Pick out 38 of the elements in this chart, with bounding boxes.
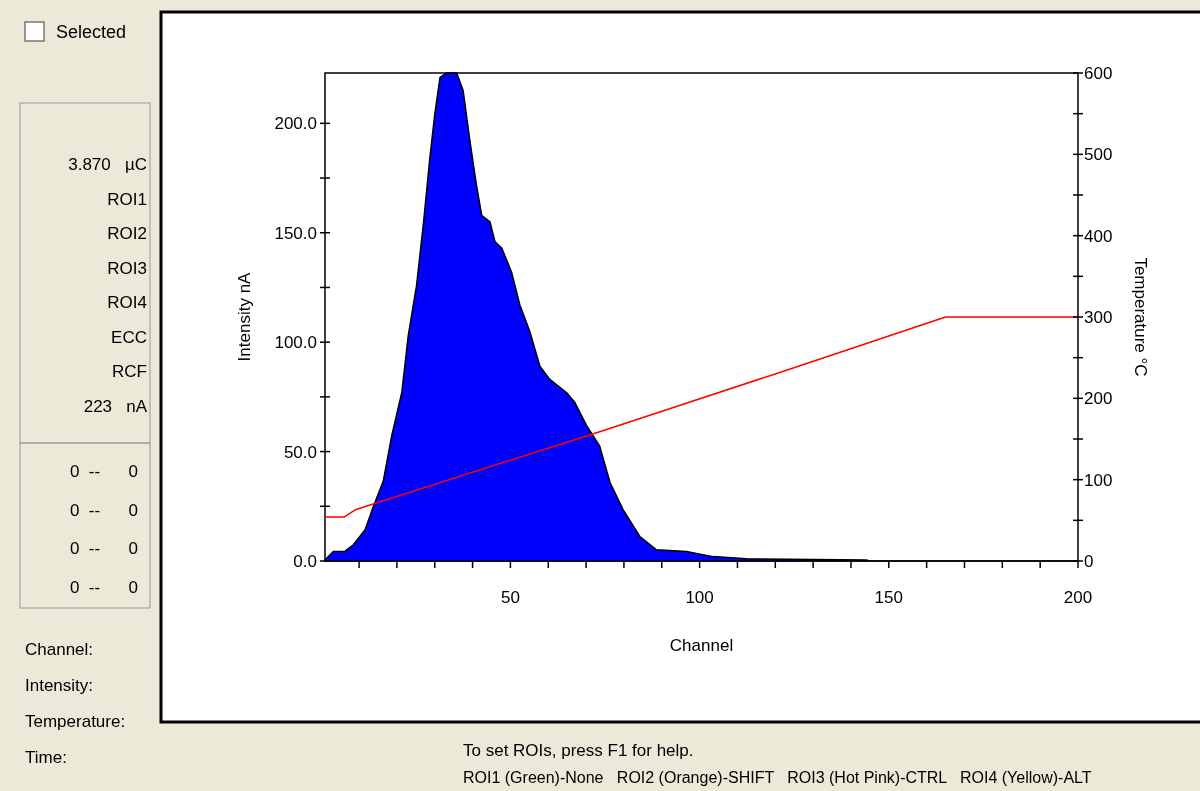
- x-tick-label: 100: [685, 588, 714, 607]
- y2-tick-label: 200: [1084, 389, 1113, 409]
- text: Channel:: [25, 640, 94, 659]
- text: Time:: [25, 748, 67, 767]
- y2-tick-label: 400: [1084, 226, 1113, 246]
- y-tick-label: 200.0: [274, 114, 317, 134]
- y-tick-label: 150.0: [274, 223, 317, 243]
- text: ROI2: [107, 224, 147, 243]
- y-tick-label: 0.0: [293, 552, 317, 571]
- text: 0 -- 0: [69, 500, 138, 520]
- y-tick-label: 100.0: [274, 333, 317, 353]
- x-tick-label: 50: [500, 588, 520, 607]
- text: RCF: [112, 362, 147, 381]
- text: 223 nA: [83, 396, 148, 416]
- text: 0 -- 0: [69, 462, 138, 481]
- y2-tick-label: 0: [1084, 552, 1094, 571]
- text: Selected: [56, 22, 127, 42]
- text: ROI4: [107, 293, 147, 312]
- text: ROI1: [107, 189, 147, 209]
- text: 3.870 µC: [68, 155, 147, 174]
- y-axis-title: Intensity nA: [235, 271, 254, 362]
- text: ROI3: [107, 258, 147, 278]
- y2-axis-title: Temperature °C: [1131, 257, 1150, 377]
- x-tick-label: 150: [874, 588, 903, 607]
- text: Intensity:: [25, 676, 94, 695]
- y-tick-label: 50.0: [283, 442, 317, 462]
- text: ROI1 (Green)-None ROI2 (Orange)-SHIFT ROI3 (Hot Pink)-CTRL ROI4 (Yellow)-ALT: [463, 769, 1092, 786]
- text: 0 -- 0: [69, 577, 138, 597]
- text: Temperature:: [25, 712, 126, 731]
- text: 0 -- 0: [69, 539, 138, 558]
- x-axis-title: Channel: [669, 636, 734, 655]
- x-tick-label: 200: [1063, 588, 1093, 607]
- text: ECC: [111, 327, 147, 347]
- y2-tick-label: 100: [1084, 470, 1113, 490]
- y2-tick-label: 500: [1084, 145, 1113, 165]
- text: To set ROIs, press F1 for help.: [463, 741, 694, 760]
- y2-tick-label: 600: [1084, 64, 1113, 83]
- y2-tick-label: 300: [1084, 308, 1113, 327]
